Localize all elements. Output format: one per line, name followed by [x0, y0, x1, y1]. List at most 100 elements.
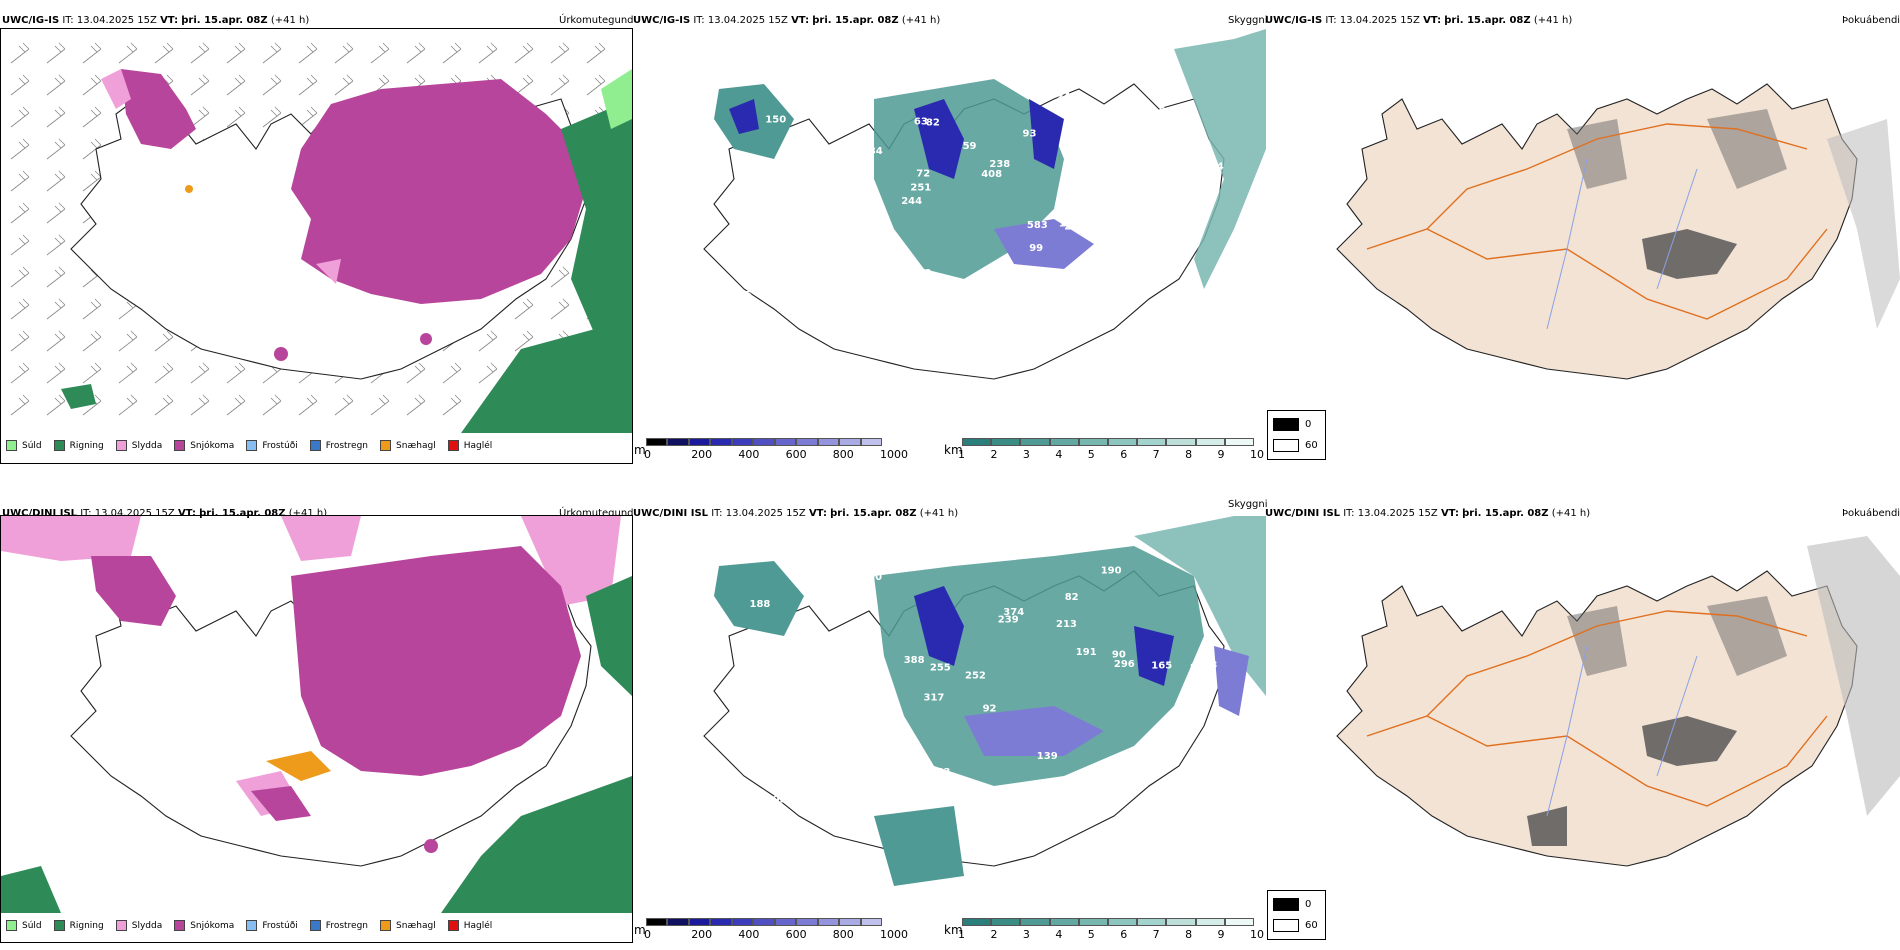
precip-type-map [1, 516, 632, 913]
colorbar-tick: 800 [832, 928, 854, 941]
colorbar-segment [962, 918, 992, 926]
legend-label: Snjókoma [190, 920, 235, 931]
model-name: UWC/IG-IS [2, 15, 60, 26]
visibility-map: 1598283317926318821325023925220590124602… [703, 516, 1266, 886]
snow-area-east [291, 546, 581, 776]
visibility-peak-label: 472 [803, 157, 824, 168]
legend-item: Snæhagl [380, 920, 436, 931]
legend-item: Súld [6, 440, 42, 451]
snow-area-east [291, 79, 586, 304]
legend-swatch [174, 440, 186, 451]
panel-title-precip-type: Úrkomutegund [559, 15, 634, 26]
visibility-map: 134 87 880 244 93 91 63 59 53 84 65 231 82 238 281 150 2… [703, 29, 1266, 380]
legend-swatch [309, 920, 321, 931]
visibility-peak-label: 241 [1057, 92, 1078, 103]
visibility-peak-label: 82 [1199, 739, 1213, 750]
model-name: UWC/IG-IS [633, 15, 691, 26]
vt-value: þri. 15.apr. 08Z [812, 15, 899, 26]
colorbar-segment [1166, 438, 1196, 446]
fog-area [1527, 716, 1737, 846]
colorbar-tick: 4 [1055, 928, 1063, 941]
it-value: 13.04.2025 15Z [1339, 15, 1420, 26]
colorbar-segment [1137, 438, 1167, 446]
legend-item: Frostregn [309, 440, 368, 451]
model-name: UWC/DINI ISL [2, 508, 78, 519]
it-label: IT: [693, 15, 705, 26]
visibility-peak-label: 150 [765, 115, 786, 126]
colorbar-segment [796, 438, 818, 446]
visibility-peak-label: 102 [782, 656, 803, 667]
colorbar-segment [710, 918, 732, 926]
colorbar-segment [817, 438, 840, 446]
precip-legend: Súld Rigning Slydda Snjókoma Frostúði Fr… [6, 440, 504, 451]
panel-title-fog-index: Þokuábendi [1842, 15, 1900, 26]
visibility-peak-label: 251 [910, 182, 931, 193]
visibility-area-km-west [714, 561, 804, 636]
colorbar-tick: 600 [785, 448, 807, 461]
lead-time: (+41 h) [901, 15, 941, 26]
snow-area-westfjords [121, 69, 196, 149]
colorbar-segment [962, 438, 992, 446]
legend-swatch [309, 440, 321, 451]
legend-item: Haglél [447, 920, 492, 931]
colorbar-segment [1108, 918, 1138, 926]
model-name: UWC/DINI ISL [1265, 508, 1341, 519]
visibility-peak-label: 144 [1159, 140, 1180, 151]
rain-area-coast [461, 99, 632, 433]
visibility-peak-label: 63 [786, 681, 800, 692]
visibility-peak-label: 165 [1151, 660, 1172, 671]
visibility-area-low [914, 99, 1064, 179]
snow-pellets-area [266, 751, 331, 781]
visibility-peak-label: 244 [901, 196, 922, 207]
colorbar-segment [991, 438, 1021, 446]
precip-legend: Súld Rigning Slydda Snjókoma Frostúði Fr… [6, 920, 504, 931]
colorbar-segment [646, 438, 668, 446]
legend-label: Frostúði [262, 440, 298, 451]
model-name: UWC/DINI ISL [633, 508, 709, 519]
visibility-peak-label: 72 [916, 168, 930, 179]
it-value: 13.04.2025 15Z [1357, 508, 1438, 519]
legend-item: Rigning [53, 920, 104, 931]
unit-m: m [634, 923, 646, 937]
legend-item: Slydda [115, 440, 162, 451]
unit-m: m [634, 443, 646, 457]
it-label: IT: [62, 15, 74, 26]
visibility-peak-label: 90 [1112, 650, 1126, 661]
colorbar-segment [860, 918, 882, 926]
legend-swatch [246, 920, 258, 931]
legend-swatch [6, 440, 17, 451]
visibility-peak-label: 53 [774, 252, 788, 263]
visibility-peak-label: 60 [989, 806, 1003, 817]
visibility-peak-label: 57 [855, 148, 869, 159]
visibility-peak-label: 61 [906, 782, 920, 793]
visibility-peak-label: 134 [1151, 301, 1172, 312]
visibility-peak-label: 139 [1037, 751, 1058, 762]
sleet-area [101, 69, 341, 284]
visibility-peak-label: 213 [1056, 619, 1077, 630]
snow-spot [424, 839, 438, 853]
visibility-peak-label: 59 [963, 141, 977, 152]
colorbar-tick: 2 [990, 448, 998, 461]
colorbar-tick: 600 [785, 928, 807, 941]
it-label: IT: [80, 508, 92, 519]
visibility-peak-label: 83 [1126, 766, 1140, 777]
colorbar-segment [753, 918, 775, 926]
colorbar-segment [731, 438, 754, 446]
visibility-peak-label: 118 [1196, 660, 1217, 671]
river-network [1546, 158, 1698, 330]
colorbar-tick: 8 [1185, 448, 1193, 461]
visibility-peak-label: 238 [989, 159, 1010, 170]
row-header: UWC/IG-IS IT: 13.04.2025 15Z VT: þri. 15… [1265, 15, 1572, 26]
visibility-peak-label: 240 [1001, 805, 1022, 816]
fog-legend-high: 60 [1305, 440, 1318, 451]
fog-legend: 0 60 [1267, 890, 1326, 940]
panel-title-precip-type: Úrkomutegund [559, 508, 634, 519]
legend-item: Slydda [115, 920, 162, 931]
colorbar-tick: 6 [1120, 928, 1128, 941]
colorbar-tick: 1000 [880, 448, 908, 461]
visibility-peak-label: 100 [1112, 301, 1133, 312]
snow-spot [420, 333, 432, 345]
vt-value: þri. 15.apr. 08Z [830, 508, 917, 519]
vt-label: VT: [1440, 508, 1459, 519]
legend-item: Rigning [53, 440, 104, 451]
